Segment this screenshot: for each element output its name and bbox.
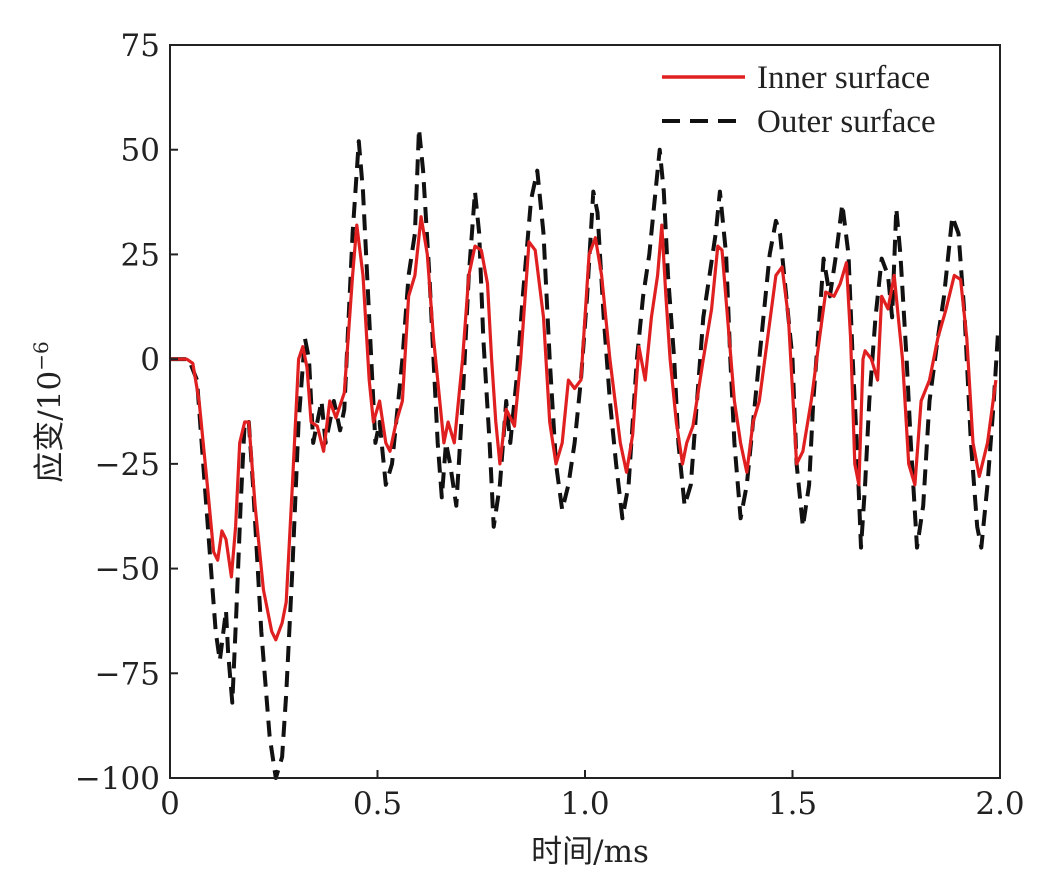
x-tick-label: 1.0 xyxy=(560,786,609,822)
axis-ticks: 0 0.5 1.0 1.5 2.0 75 50 25 0 −25 −50 −75 −100 xyxy=(75,28,1025,822)
y-axis-title-base: 应变/10 xyxy=(32,371,68,483)
x-tick-label: 0.5 xyxy=(353,786,402,822)
y-tick-label: 25 xyxy=(121,237,160,273)
legend: Inner surface Outer surface xyxy=(662,60,936,140)
y-tick-label: 50 xyxy=(121,133,160,169)
series-layer xyxy=(170,126,1000,780)
x-tick-label: 1.5 xyxy=(768,786,817,822)
y-tick-label: −75 xyxy=(95,656,160,692)
legend-label-outer-surface: Outer surface xyxy=(757,104,936,140)
x-tick-label: 2.0 xyxy=(975,786,1024,822)
y-axis-title-exponent: −6 xyxy=(29,341,53,370)
y-tick-label: 75 xyxy=(121,28,160,64)
y-tick-label: 0 xyxy=(140,342,160,378)
x-axis-title: 时间/ms xyxy=(531,834,649,870)
legend-label-inner-surface: Inner surface xyxy=(757,60,930,96)
series-line-inner-surface xyxy=(170,215,998,642)
x-tick-label: 0 xyxy=(160,786,180,822)
y-tick-label: −100 xyxy=(75,761,160,797)
y-tick-label: −50 xyxy=(95,552,160,588)
y-tick-label: −25 xyxy=(95,447,160,483)
y-axis-title: 应变/10−6 xyxy=(29,341,68,482)
